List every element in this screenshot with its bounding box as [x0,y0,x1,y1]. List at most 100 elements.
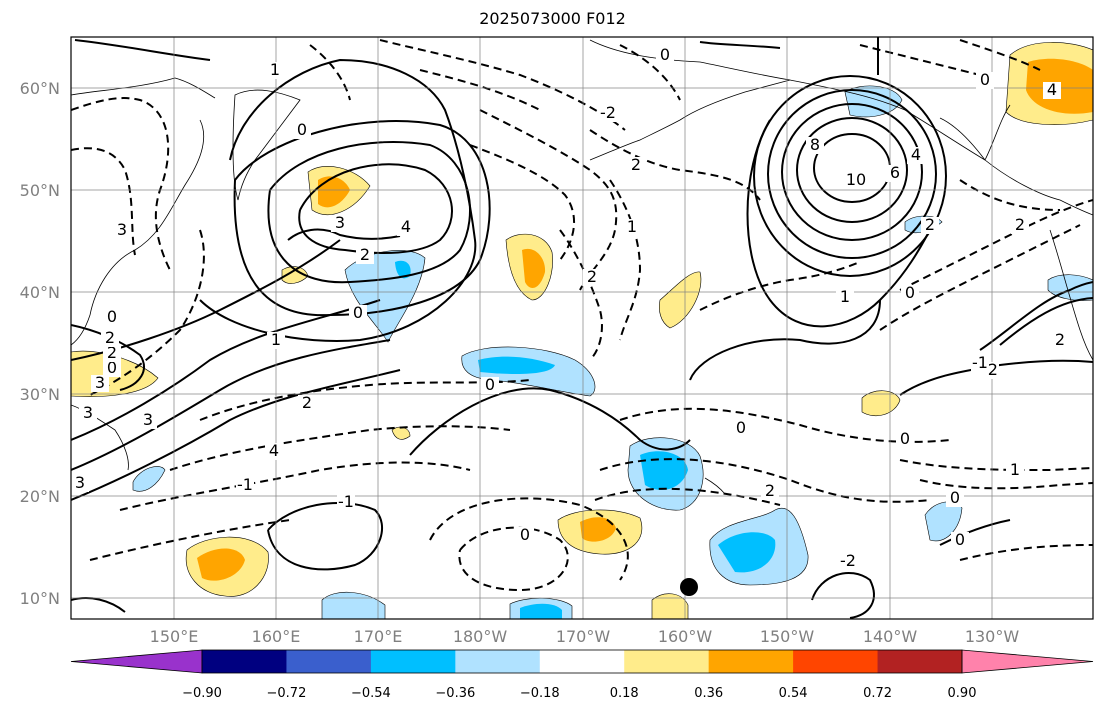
contour-neg-24 [959,39,1041,71]
lat-label: 30°N [20,385,60,404]
colorbar-tick-label: 0.18 [610,686,639,701]
colorbar-tick-labels: −0.90 −0.72 −0.54 −0.36 −0.18 0.18 0.36 0.54 0.7… [182,686,976,701]
contour-label: 3 [117,220,127,239]
contour-label-bg [516,527,534,544]
contour-neg-6 [419,69,541,111]
contour-low-center-5 [753,75,947,277]
contour-label: 2 [360,245,370,264]
contour-neg-26 [309,44,351,101]
contour-label: 3 [75,473,85,492]
colorbar [70,649,1094,674]
colorbar-tick-label: 0.90 [948,686,977,701]
colorbar-bin [202,650,287,673]
contour-label: 3 [335,213,345,232]
colorbar-bin [877,650,963,673]
colorbar-bin [539,650,625,673]
contour-neg-14 [89,519,291,561]
contour-label-bg [1011,217,1029,234]
contour-label: 2 [302,393,312,412]
contour-label-bg [265,443,283,460]
contour-label: 0 [980,70,990,89]
contour-neg-9 [609,179,642,341]
contour-label: 0 [107,307,117,326]
lon-label: 140°W [863,627,918,646]
positive-shade-core [580,517,616,542]
contour-east-3 [999,297,1093,346]
coastline-na [1049,229,1093,361]
contour-neg-16 [429,497,629,581]
contour-subtropic-2 [71,299,381,441]
contour-label: 1 [271,330,281,349]
colorbar-frame [201,649,963,674]
lon-label: 170°E [354,627,403,646]
contour-west-low-1 [287,228,401,241]
contour-label-bg [91,375,109,392]
colorbar-bin [370,650,456,673]
lat-label: 20°N [20,487,60,506]
contour-west-low-3 [267,141,471,284]
contour-label: 0 [660,45,670,64]
contour-label-bg [599,105,617,122]
contour-label: 4 [269,441,279,460]
contour-neg-23 [859,44,981,76]
contour-label-bg [267,332,285,349]
contour-label-bg [921,217,939,234]
positive-shade [391,426,411,440]
contour-label-bg [1006,462,1024,479]
positive-shade-core [197,548,245,581]
lat-label: 40°N [20,283,60,302]
contour-label-bg [847,172,865,189]
contour-label: 2 [765,481,775,500]
contour-label: 2 [107,343,117,362]
contour-label: 4 [401,217,411,236]
colorbar-bin [455,650,541,673]
negative-shade-core [640,451,688,490]
contour-label: 1 [270,60,280,79]
contour-label-bg [266,62,284,79]
contour-label: 0 [900,429,910,448]
contour-label-bg [886,165,904,182]
contour-label-bg [976,72,994,89]
contour-label-bg [79,405,97,422]
contour-label-bg [356,247,374,264]
negative-shade-core [718,532,776,573]
contour-neg-18 [599,458,931,503]
contour-label: 1 [840,287,850,306]
contour-label-bg [103,360,121,377]
contour-neg-25 [619,44,681,101]
contour-label: -1 [338,492,354,511]
contour-label-bg [839,553,857,570]
contour-neg-19 [594,487,781,506]
contour-label-bg [298,395,316,412]
contour-nw-top [74,39,211,61]
colorbar-tick-label: −0.72 [267,686,307,701]
contour-label: 2 [587,267,597,286]
contour-top-alaska [699,41,781,49]
contour-label-bg [836,289,854,306]
contour-label-bg [951,532,969,549]
contour-label-bg [113,222,131,239]
lon-label: 130°W [965,627,1020,646]
contour-label-bg [337,494,355,511]
contour-neg-29 [959,544,1093,561]
contour-label: -2 [600,103,616,122]
contour-zero-south [267,501,384,571]
contour-low-center-4 [767,89,937,259]
contour-label: 0 [353,303,363,322]
contour-label: 0 [950,488,960,507]
coastline-bc [939,104,1011,161]
contour-label-bg [103,309,121,326]
contour-label: 1 [627,217,637,236]
lon-label: 160°W [658,627,713,646]
positive-shade-core [522,248,546,288]
contour-label: 0 [905,283,915,302]
colorbar-tick-label: 0.54 [779,686,808,701]
lon-label: 160°E [252,627,301,646]
contour-low-center-3 [781,103,923,241]
colorbar-tick-label: 0.36 [694,686,723,701]
latitude-labels: 10°N 20°N 30°N 40°N 50°N 60°N [20,79,60,608]
contour-label-bg [656,47,674,64]
contour-label: 2 [925,215,935,234]
contour-label: 4 [911,145,921,164]
